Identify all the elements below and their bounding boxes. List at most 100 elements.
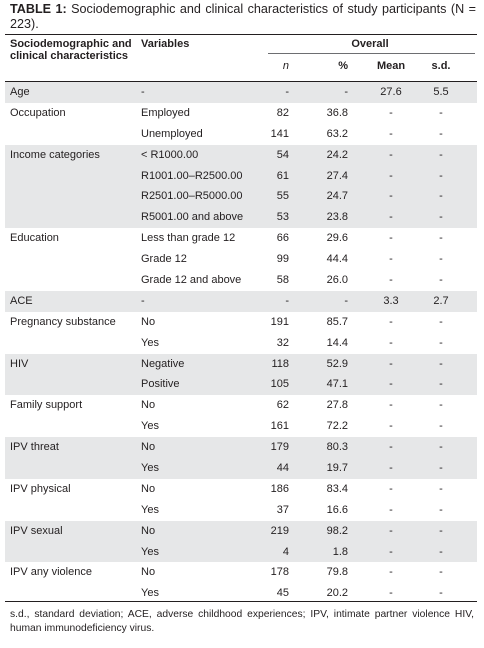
cell-percent: - (344, 86, 348, 98)
top-rule (5, 34, 477, 35)
table-row: Yes 32 14.4 - - (5, 333, 477, 354)
cell-characteristic: IPV physical (10, 482, 71, 495)
table-footnote: s.d., standard deviation; ACE, adverse c… (10, 609, 474, 634)
cell-variable: < R1000.00 (141, 148, 199, 161)
header-overall: Overall (351, 38, 389, 50)
cell-n: 99 (276, 253, 289, 266)
cell-characteristic: Family support (10, 399, 83, 412)
cell-mean: - (389, 253, 393, 266)
cell-mean: 27.6 (380, 86, 402, 98)
cell-sd: - (439, 127, 443, 140)
cell-percent: 19.7 (326, 462, 348, 475)
cell-n: - (285, 294, 289, 307)
cell-mean: - (389, 211, 393, 224)
cell-n: 141 (270, 127, 289, 140)
cell-mean: 3.3 (383, 294, 399, 307)
cell-percent: 23.8 (326, 211, 348, 224)
table-row: Pregnancy substance No 191 85.7 - - (5, 312, 477, 333)
cell-characteristic: IPV sexual (10, 524, 63, 537)
cell-mean: - (389, 127, 393, 140)
cell-variable: Yes (141, 420, 159, 433)
cell-mean: - (389, 232, 393, 245)
cell-mean: - (389, 106, 393, 119)
cell-sd: 5.5 (433, 86, 449, 98)
cell-variable: No (141, 441, 156, 454)
cell-mean: - (389, 462, 393, 475)
cell-n: 186 (270, 482, 289, 495)
cell-characteristic: Education (10, 232, 59, 245)
header-variables: Variables (141, 38, 190, 50)
cell-mean: - (389, 524, 393, 537)
cell-variable: Grade 12 and above (141, 274, 242, 287)
table-row: Occupation Employed 82 36.8 - - (5, 103, 477, 124)
table-row: Age - - - 27.6 5.5 (5, 82, 477, 103)
table-row: R5001.00 and above 53 23.8 - - (5, 207, 477, 229)
cell-n: 219 (270, 524, 289, 537)
table-row: Education Less than grade 12 66 29.6 - - (5, 228, 477, 249)
cell-percent: 1.8 (332, 545, 348, 558)
cell-n: 161 (270, 420, 289, 433)
cell-n: 62 (276, 399, 289, 412)
cell-n: 178 (270, 566, 289, 579)
cell-mean: - (389, 148, 393, 161)
table-row: IPV any violence No 178 79.8 - - (5, 562, 477, 583)
cell-variable: Grade 12 (141, 253, 187, 266)
header-n: n (282, 60, 289, 72)
cell-mean: - (389, 169, 393, 182)
cell-sd: - (439, 211, 443, 224)
cell-n: 118 (271, 357, 289, 370)
cell-mean: - (389, 190, 393, 203)
cell-characteristic: Occupation (10, 106, 66, 119)
header-sd: s.d. (431, 60, 451, 72)
cell-characteristic: Pregnancy substance (10, 315, 116, 328)
cell-variable: Yes (141, 587, 159, 600)
cell-n: 37 (276, 503, 289, 516)
cell-sd: - (439, 441, 443, 454)
cell-sd: - (439, 274, 443, 287)
cell-variable: No (141, 566, 156, 579)
table-row: Grade 12 99 44.4 - - (5, 249, 477, 270)
cell-mean: - (389, 587, 393, 600)
table-row: IPV physical No 186 83.4 - - (5, 479, 477, 500)
cell-n: 4 (282, 545, 289, 558)
cell-percent: 16.6 (326, 503, 348, 516)
cell-percent: 85.7 (326, 315, 348, 328)
cell-sd: - (439, 420, 443, 433)
cell-mean: - (389, 441, 393, 454)
cell-percent: 24.7 (326, 190, 348, 203)
cell-n: 61 (276, 169, 289, 182)
cell-n: 45 (276, 587, 289, 600)
cell-sd: - (439, 169, 443, 182)
cell-percent: 44.4 (326, 253, 348, 266)
cell-variable: R1001.00–R2500.00 (141, 169, 243, 182)
cell-percent: 36.8 (326, 106, 348, 119)
cell-n: 58 (276, 274, 289, 287)
cell-sd: - (439, 148, 443, 161)
cell-sd: - (439, 253, 443, 266)
cell-mean: - (389, 357, 393, 370)
cell-mean: - (389, 274, 393, 287)
table-row: Yes 161 72.2 - - (5, 416, 477, 437)
cell-n: - (285, 86, 289, 98)
cell-variable: R2501.00–R5000.00 (141, 190, 243, 203)
cell-sd: - (439, 503, 443, 516)
cell-percent: 72.2 (326, 420, 348, 433)
cell-characteristic: IPV any violence (10, 566, 92, 579)
table-row: Unemployed 141 63.2 - - (5, 124, 477, 145)
cell-sd: - (439, 545, 443, 558)
cell-characteristic: IPV threat (10, 441, 59, 454)
header-mean: Mean (376, 60, 406, 72)
cell-variable: Positive (141, 378, 180, 391)
cell-variable: Unemployed (141, 127, 203, 140)
cell-variable: - (141, 294, 145, 307)
cell-variable: No (141, 482, 156, 495)
cell-mean: - (389, 315, 393, 328)
cell-percent: 27.8 (326, 399, 348, 412)
cell-n: 179 (270, 441, 289, 454)
cell-characteristic: HIV (10, 357, 29, 370)
cell-percent: - (344, 294, 348, 307)
cell-percent: 80.3 (326, 441, 348, 454)
table-row: Income categories < R1000.00 54 24.2 - - (5, 144, 477, 166)
cell-n: 53 (276, 211, 289, 224)
cell-n: 82 (276, 106, 289, 119)
